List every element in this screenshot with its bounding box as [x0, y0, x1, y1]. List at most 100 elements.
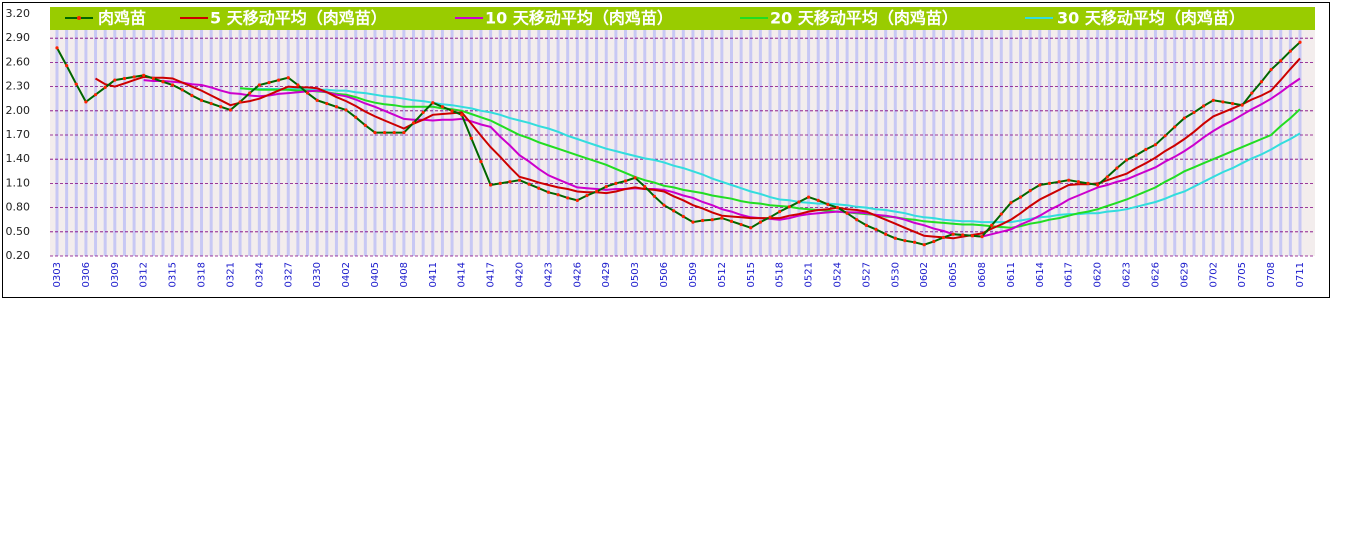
y-tick-label: 0.50	[6, 225, 31, 238]
point	[758, 220, 763, 224]
point	[1028, 189, 1032, 193]
point	[835, 206, 840, 210]
point	[778, 210, 782, 214]
point	[652, 194, 657, 198]
point	[277, 78, 281, 82]
point	[787, 205, 791, 209]
x-tick-label: 0414	[457, 262, 468, 287]
x-tick-label: 0626	[1150, 262, 1161, 287]
y-tick-label: 0.80	[6, 201, 31, 214]
x-tick-label: 0318	[197, 262, 208, 287]
point	[566, 196, 570, 200]
point	[267, 80, 271, 85]
point	[556, 193, 560, 197]
point	[1067, 178, 1071, 182]
point	[392, 130, 396, 135]
point	[941, 235, 946, 240]
x-tick-label: 0324	[254, 262, 265, 287]
x-tick-label: 0408	[399, 262, 410, 287]
point	[228, 108, 233, 112]
point	[749, 226, 753, 230]
point	[1288, 49, 1292, 53]
point	[893, 236, 897, 240]
point	[238, 100, 242, 104]
point	[623, 179, 628, 183]
x-tick-label: 0605	[948, 262, 959, 287]
point	[219, 105, 223, 109]
x-tick-label: 0530	[890, 262, 901, 287]
point	[479, 160, 483, 164]
point	[344, 108, 348, 112]
x-tick-label: 0327	[283, 262, 294, 287]
point	[180, 88, 184, 92]
point	[84, 100, 88, 104]
point	[691, 220, 695, 224]
point	[1163, 134, 1167, 138]
point	[1298, 40, 1302, 44]
point	[315, 98, 319, 102]
point	[662, 203, 666, 207]
point	[1173, 125, 1177, 129]
point	[199, 98, 204, 102]
x-tick-label: 0503	[630, 262, 641, 287]
point	[248, 91, 252, 95]
point	[864, 223, 868, 227]
legend-marker	[77, 16, 81, 20]
point	[151, 76, 155, 81]
point	[354, 115, 358, 119]
x-tick-label: 0515	[746, 262, 757, 287]
x-tick-label: 0705	[1237, 262, 1248, 287]
point	[980, 235, 984, 239]
x-tick-label: 0702	[1208, 262, 1219, 287]
x-tick-label: 0620	[1093, 262, 1104, 287]
point	[325, 101, 329, 106]
point	[411, 121, 416, 125]
legend-label: 肉鸡苗	[98, 9, 146, 28]
x-tick-label: 0315	[168, 262, 179, 287]
point	[1038, 183, 1042, 187]
point	[305, 91, 310, 95]
x-tick-label: 0521	[804, 262, 815, 287]
point	[1269, 68, 1273, 72]
y-tick-label: 0.20	[6, 249, 31, 262]
point	[1096, 183, 1100, 187]
point	[999, 212, 1003, 216]
point	[103, 85, 107, 90]
x-tick-label: 0303	[52, 262, 63, 287]
x-tick-label: 0506	[659, 262, 670, 287]
x-tick-label: 0402	[341, 262, 352, 287]
x-tick-label: 0312	[139, 262, 150, 287]
point	[171, 83, 175, 87]
x-tick-label: 0518	[775, 262, 786, 287]
point	[961, 233, 965, 237]
x-tick-label: 0708	[1266, 262, 1277, 287]
y-tick-label: 2.30	[6, 80, 31, 93]
point	[190, 93, 194, 98]
x-tick-label: 0306	[81, 262, 92, 287]
point	[710, 218, 714, 222]
series-line	[143, 77, 1301, 238]
point	[440, 105, 445, 109]
grid	[50, 13, 1315, 257]
point	[951, 232, 955, 236]
x-tick-label: 0711	[1295, 262, 1306, 287]
point	[1182, 116, 1186, 120]
y-tick-label: 2.90	[6, 31, 31, 44]
x-tick-label: 0426	[572, 262, 583, 287]
point	[585, 193, 589, 198]
point	[142, 73, 146, 77]
point	[594, 189, 599, 194]
point	[797, 200, 801, 204]
legend-label: 5 天移动平均（肉鸡苗）	[210, 9, 387, 28]
point	[1144, 147, 1148, 152]
x-tick-label: 0423	[543, 262, 554, 287]
point	[1230, 101, 1235, 106]
point	[450, 109, 454, 113]
point	[209, 101, 213, 106]
point	[1240, 103, 1244, 107]
series-line	[56, 41, 1301, 246]
series-line	[240, 87, 1301, 229]
point	[1057, 180, 1061, 184]
x-tick-label: 0420	[515, 262, 526, 287]
point	[161, 80, 165, 84]
